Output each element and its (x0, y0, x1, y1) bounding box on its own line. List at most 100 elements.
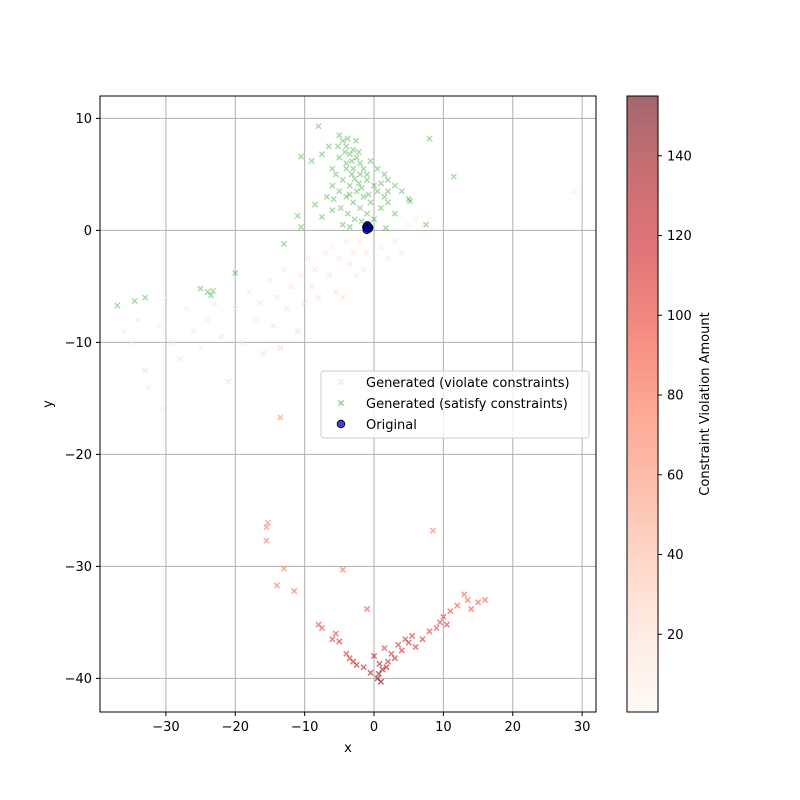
violate-point (301, 300, 308, 307)
legend-item-violate: Generated (violate constraints) (337, 376, 570, 391)
satisfy-point (339, 221, 346, 228)
violate-point (311, 266, 319, 273)
satisfy-point (343, 193, 350, 200)
satisfy-point (131, 297, 138, 305)
legend: Generated (violate constraints) Generate… (320, 370, 590, 439)
satisfy-point (323, 193, 330, 200)
legend-marker-satisfy-x (337, 399, 345, 407)
y-tick-label: −30 (65, 560, 92, 575)
violate-point (325, 272, 333, 279)
violate-point (287, 283, 294, 290)
violate-point (419, 221, 426, 228)
satisfy-point (370, 182, 378, 189)
satisfy-point (384, 188, 392, 195)
violate-point (429, 527, 437, 534)
violate-point (239, 339, 246, 346)
violate-point (391, 238, 398, 245)
legend-label-violate: Generated (violate constraints) (366, 376, 570, 391)
violate-point (454, 602, 461, 609)
violate-point (570, 188, 577, 195)
satisfy-point (339, 137, 346, 144)
satisfy-point (360, 165, 367, 172)
violate-point (329, 636, 336, 643)
violate-point (204, 316, 211, 324)
violate-point (447, 608, 454, 615)
violate-point (360, 664, 367, 671)
violate-point (381, 645, 388, 652)
violate-point (291, 587, 298, 595)
colorbar-label: Constraint Violation Amount (698, 312, 713, 495)
violate-point (363, 605, 371, 613)
violate-point (391, 655, 398, 662)
violate-point (135, 316, 142, 324)
x-axis-label: x (344, 741, 352, 756)
violate-point (273, 294, 281, 301)
satisfy-point (311, 201, 319, 208)
violate-point (121, 328, 128, 335)
violate-point (339, 294, 346, 301)
y-tick-label: 10 (75, 112, 92, 127)
y-axis-label: y (41, 400, 56, 408)
satisfy-point (315, 123, 322, 130)
satisfy-point (325, 143, 333, 150)
colorbar-tick-label: 100 (667, 309, 692, 324)
violate-point (353, 272, 360, 279)
satisfy-point (367, 199, 374, 206)
violate-point (277, 414, 284, 421)
satisfy-point (330, 195, 337, 203)
satisfy-point (318, 213, 326, 221)
satisfy-point (341, 148, 349, 156)
violate-point (169, 339, 176, 346)
violate-point (280, 266, 287, 273)
satisfy-point (406, 198, 414, 205)
violate-point (474, 599, 482, 606)
satisfy-point (197, 285, 204, 292)
satisfy-point (384, 176, 392, 184)
satisfy-point (374, 188, 381, 195)
satisfy-point (280, 240, 287, 247)
violate-point (304, 255, 312, 262)
satisfy-point (348, 171, 355, 178)
satisfy-point (344, 210, 351, 217)
x-tick-label: −10 (291, 720, 318, 735)
legend-box (320, 370, 590, 439)
violate-point (353, 661, 360, 669)
violate-point (412, 643, 419, 651)
satisfy-point (357, 160, 364, 167)
violate-point (363, 249, 371, 256)
violate-point (402, 636, 409, 643)
satisfy-point (391, 182, 398, 189)
violate-point (350, 249, 357, 256)
violate-point (155, 322, 163, 329)
satisfy-point (204, 288, 211, 296)
satisfy-point (346, 191, 353, 198)
satisfy-point (232, 269, 239, 277)
violate-point (377, 244, 385, 251)
satisfy-point (360, 193, 367, 200)
violate-point (336, 638, 343, 645)
violate-point (128, 339, 135, 346)
violate-point (357, 238, 364, 245)
satisfy-point (352, 137, 360, 144)
violate-point (329, 244, 336, 251)
satisfy-point (351, 216, 358, 223)
violate-point (225, 378, 232, 385)
satisfy-point (346, 151, 353, 158)
violate-point (264, 519, 272, 526)
violate-point (426, 628, 433, 635)
violate-point (395, 641, 402, 648)
legend-marker-violate (337, 378, 345, 386)
series-original (362, 221, 374, 235)
satisfy-point (298, 223, 305, 231)
satisfy-point (346, 223, 353, 231)
satisfy-point (298, 153, 305, 160)
violate-point (433, 624, 440, 632)
violate-point (315, 294, 322, 301)
satisfy-point (365, 191, 372, 198)
violate-point (461, 591, 468, 598)
satisfy-point (141, 294, 149, 301)
satisfy-point (343, 143, 350, 150)
satisfy-point (405, 195, 412, 203)
violate-point (468, 605, 475, 613)
violate-point (259, 350, 267, 357)
